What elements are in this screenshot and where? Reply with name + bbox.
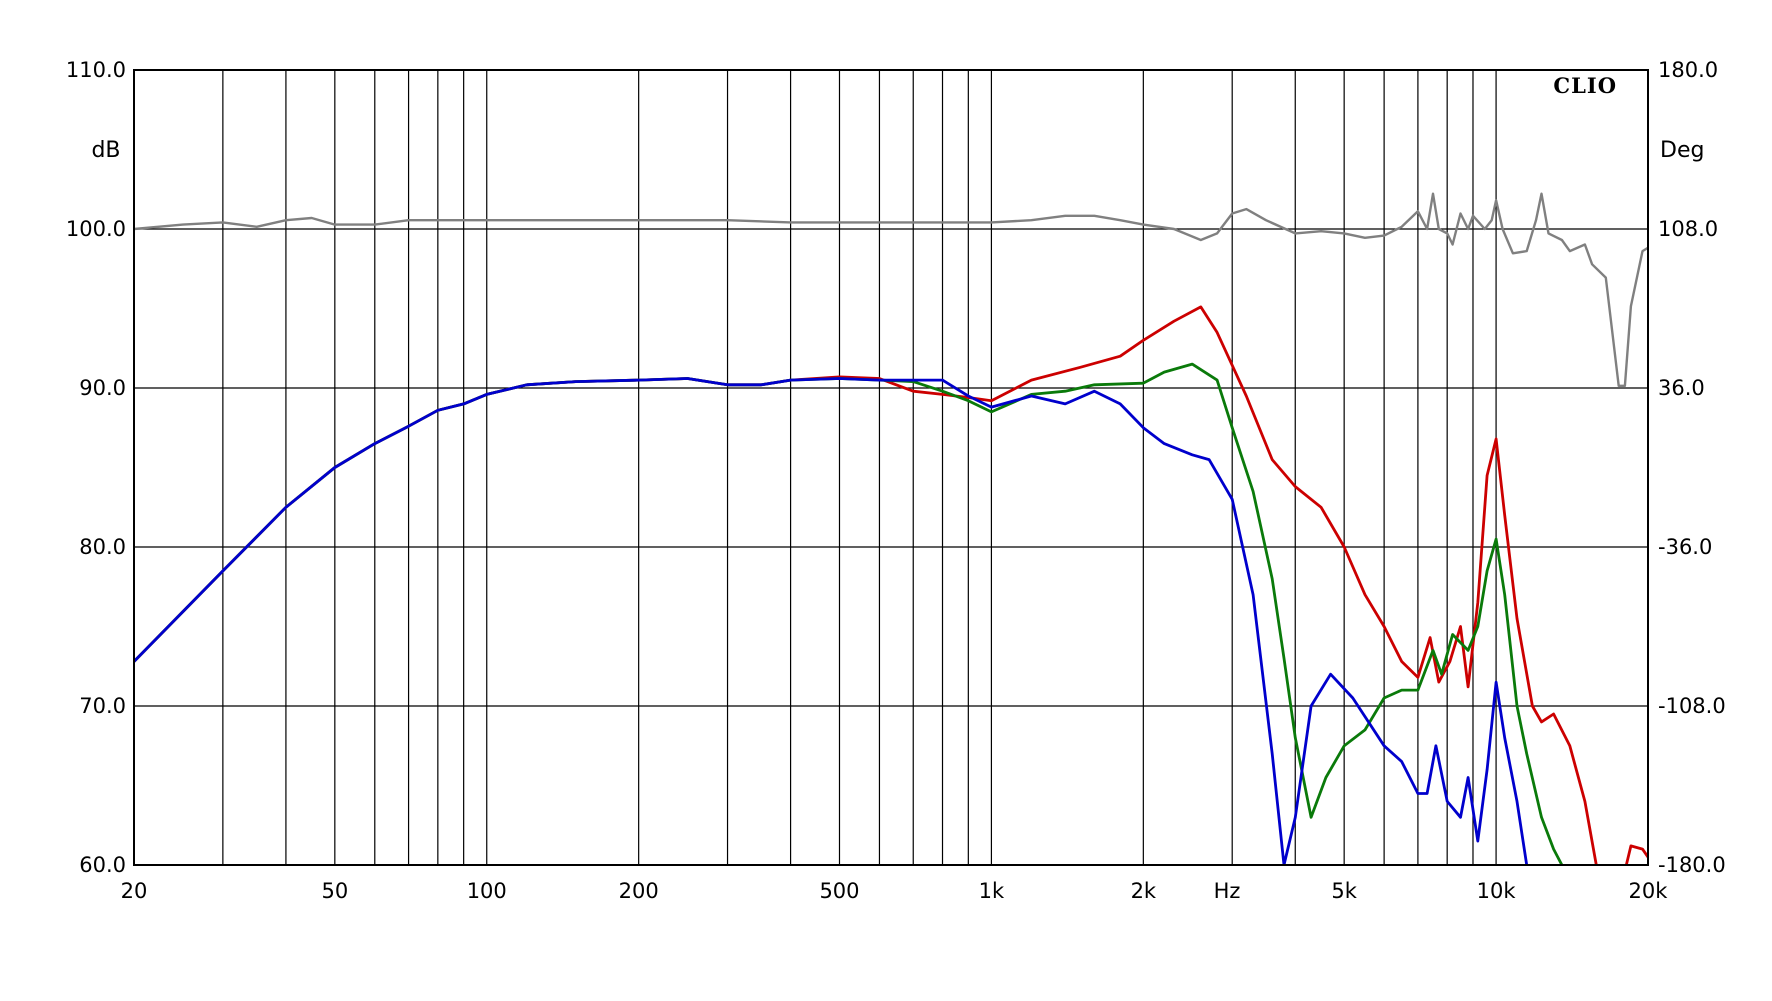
x-tick-label-5: 1k [979,879,1005,903]
x-axis-unit-label: Hz [1214,879,1241,903]
y2-tick-label-1: 108.0 [1658,217,1718,241]
x-tick-label-7: 5k [1331,879,1357,903]
y2-tick-label-2: 36.0 [1658,376,1705,400]
x-tick-label-1: 50 [321,879,348,903]
y2-tick-label-3: -36.0 [1658,535,1712,559]
grid [134,70,1648,865]
series-group [134,192,1648,865]
y2-axis-unit-label: Deg [1660,138,1704,163]
y-tick-label-2: 90.0 [79,376,126,400]
x-tick-label-0: 20 [121,879,148,903]
series-line-3 [134,377,1529,865]
x-tick-label-3: 200 [619,879,659,903]
y-tick-label-4: 70.0 [79,694,126,718]
y-axis-unit-label: dB [91,138,120,163]
series-line-0 [134,192,1648,387]
x-tick-label-9: 20k [1629,879,1669,903]
y-tick-label-0: 110.0 [66,58,126,82]
y-tick-label-5: 60.0 [79,853,126,877]
axis-labels: 20 50 100 200 500 1k 2k 5k 10k 20k 110.0 100.0 90.0 8… [66,58,1726,903]
y2-tick-label-0: 180.0 [1658,58,1718,82]
y2-tick-label-4: -108.0 [1658,694,1726,718]
y-tick-label-1: 100.0 [66,217,126,241]
x-tick-label-8: 10k [1477,879,1517,903]
y-tick-label-3: 80.0 [79,535,126,559]
x-tick-label-4: 500 [819,879,859,903]
x-tick-label-2: 100 [467,879,507,903]
y2-tick-label-5: -180.0 [1658,853,1726,877]
plot-frame [133,69,1649,866]
x-tick-label-6: 2k [1131,879,1157,903]
brand-logo: CLIO [1553,73,1617,98]
